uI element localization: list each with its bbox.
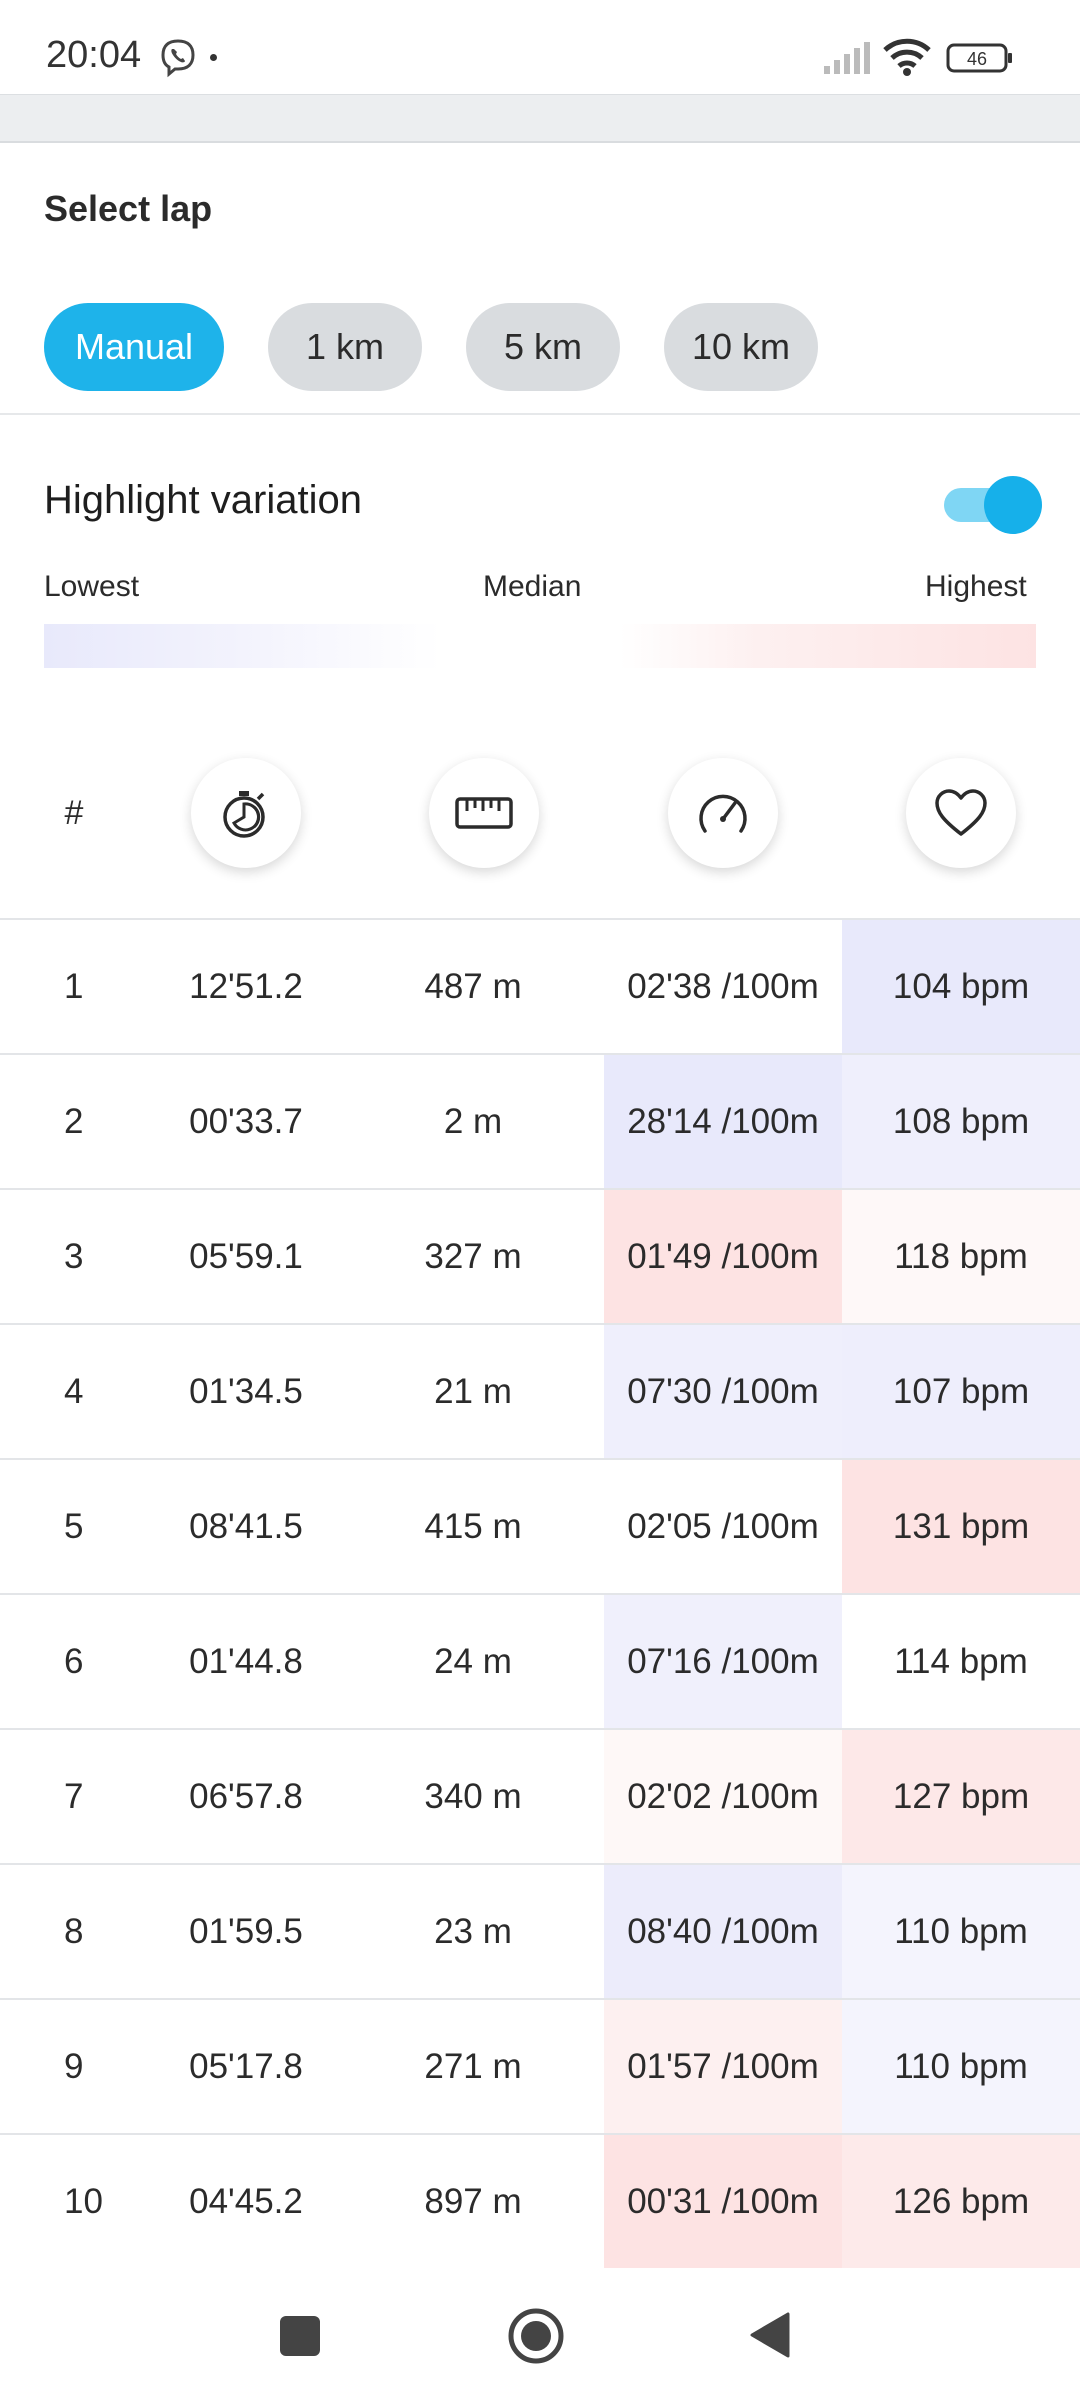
table-row: 9 05'17.8 271 m 01'57 /100m 110 bpm: [0, 2000, 1080, 2135]
lap-distance-cell: 340 m: [424, 1776, 522, 1816]
lap-duration-cell: 01'59.5: [189, 1911, 303, 1951]
lap-number-cell: 6: [64, 1641, 84, 1681]
lap-heart-rate-cell: 127 bpm: [842, 1730, 1080, 1863]
column-header-duration[interactable]: [191, 758, 301, 868]
stopwatch-icon: [223, 791, 265, 838]
toggle-knob: [984, 476, 1042, 534]
lap-pace-cell: 28'14 /100m: [604, 1055, 842, 1188]
system-nav-bar: [0, 2268, 1080, 2400]
battery-level: 46: [967, 49, 987, 69]
select-lap-title: Select lap: [44, 188, 213, 229]
signal-icon: [824, 42, 870, 74]
column-header-heart-rate[interactable]: [906, 758, 1016, 868]
legend-lowest: Lowest: [44, 570, 140, 603]
header-separator-band: [0, 94, 1080, 143]
lap-duration-cell: 05'17.8: [189, 2046, 303, 2086]
ruler-icon: [455, 797, 513, 829]
lap-number-cell: 1: [64, 966, 84, 1006]
table-row: 10 04'45.2 897 m 00'31 /100m 126 bpm: [0, 2135, 1080, 2270]
lap-duration-cell: 08'41.5: [189, 1506, 303, 1546]
table-row: 1 12'51.2 487 m 02'38 /100m 104 bpm: [0, 920, 1080, 1055]
table-row: 6 01'44.8 24 m 07'16 /100m 114 bpm: [0, 1595, 1080, 1730]
lap-pace-cell: 01'57 /100m: [604, 2000, 842, 2133]
lap-number-cell: 9: [64, 2046, 84, 2086]
table-row: 5 08'41.5 415 m 02'05 /100m 131 bpm: [0, 1460, 1080, 1595]
column-header-pace[interactable]: [668, 758, 778, 868]
lap-heart-rate-cell: 126 bpm: [842, 2135, 1080, 2268]
lap-heart-rate-cell: 110 bpm: [842, 1865, 1080, 1998]
column-header-number: #: [64, 794, 83, 832]
lap-distance-cell: 271 m: [424, 2046, 522, 2086]
lap-pace-cell: 07'16 /100m: [604, 1595, 842, 1728]
back-button[interactable]: [748, 2310, 792, 2360]
notification-dot: [210, 54, 217, 61]
lap-distance-cell: 415 m: [424, 1506, 522, 1546]
lap-distance-cell: 2 m: [443, 1101, 503, 1141]
table-row: 3 05'59.1 327 m 01'49 /100m 118 bpm: [0, 1190, 1080, 1325]
column-header-distance[interactable]: [429, 758, 539, 868]
variation-gradient-bar: [44, 624, 1036, 668]
lap-distance-cell: 897 m: [424, 2181, 522, 2221]
lap-distance-cell: 487 m: [424, 966, 522, 1006]
lap-duration-cell: 06'57.8: [189, 1776, 303, 1816]
lap-pace-cell: 00'31 /100m: [604, 2135, 842, 2268]
lap-heart-rate-cell: 110 bpm: [842, 2000, 1080, 2133]
lap-number-cell: 2: [64, 1101, 84, 1141]
lap-pace-cell: 07'30 /100m: [604, 1325, 842, 1458]
lap-duration-cell: 01'34.5: [189, 1371, 303, 1411]
viber-icon: [161, 39, 195, 78]
lap-heart-rate-cell: 114 bpm: [842, 1595, 1080, 1728]
lap-pace-cell: 08'40 /100m: [604, 1865, 842, 1998]
section-divider: [0, 413, 1080, 415]
lap-heart-rate-cell: 131 bpm: [842, 1460, 1080, 1593]
lap-number-cell: 10: [64, 2181, 103, 2221]
chip-5km[interactable]: 5 km: [466, 303, 620, 391]
lap-number-cell: 7: [64, 1776, 84, 1816]
status-bar: 20:04 46: [0, 0, 1080, 94]
lap-distance-cell: 21 m: [434, 1371, 512, 1411]
lap-number-cell: 3: [64, 1236, 84, 1276]
status-time: 20:04: [46, 34, 142, 76]
lap-duration-cell: 12'51.2: [189, 966, 303, 1006]
recent-apps-button[interactable]: [280, 2316, 320, 2356]
lap-pace-cell: 02'38 /100m: [604, 920, 842, 1053]
lap-heart-rate-cell: 108 bpm: [842, 1055, 1080, 1188]
lap-duration-cell: 04'45.2: [189, 2181, 303, 2221]
heart-icon: [935, 789, 987, 836]
lap-duration-cell: 00'33.7: [189, 1101, 303, 1141]
lap-number-cell: 5: [64, 1506, 84, 1546]
legend-median: Median: [483, 570, 582, 603]
lap-duration-cell: 05'59.1: [189, 1236, 303, 1276]
lap-distance-cell: 23 m: [434, 1911, 512, 1951]
chip-1km[interactable]: 1 km: [268, 303, 422, 391]
lap-chips: Manual 1 km 5 km 10 km: [44, 303, 862, 391]
highlight-variation-toggle[interactable]: [944, 474, 1042, 534]
lap-pace-cell: 02'02 /100m: [604, 1730, 842, 1863]
legend-highest: Highest: [925, 570, 1027, 603]
lap-distance-cell: 327 m: [424, 1236, 522, 1276]
lap-pace-cell: 01'49 /100m: [604, 1190, 842, 1323]
table-row: 8 01'59.5 23 m 08'40 /100m 110 bpm: [0, 1865, 1080, 2000]
lap-distance-cell: 24 m: [434, 1641, 512, 1681]
lap-number-cell: 8: [64, 1911, 84, 1951]
lap-heart-rate-cell: 104 bpm: [842, 920, 1080, 1053]
battery-icon: 46: [946, 42, 1014, 74]
chip-manual[interactable]: Manual: [44, 303, 224, 391]
highlight-variation-label: Highlight variation: [44, 478, 362, 522]
lap-heart-rate-cell: 107 bpm: [842, 1325, 1080, 1458]
wifi-icon: [883, 38, 931, 76]
lap-table: 1 12'51.2 487 m 02'38 /100m 104 bpm 2 00'33.7 2…: [0, 918, 1080, 2270]
table-row: 7 06'57.8 340 m 02'02 /100m 127 bpm: [0, 1730, 1080, 1865]
lap-pace-cell: 02'05 /100m: [604, 1460, 842, 1593]
table-row: 4 01'34.5 21 m 07'30 /100m 107 bpm: [0, 1325, 1080, 1460]
lap-duration-cell: 01'44.8: [189, 1641, 303, 1681]
lap-heart-rate-cell: 118 bpm: [842, 1190, 1080, 1323]
chip-10km[interactable]: 10 km: [664, 303, 818, 391]
home-button[interactable]: [506, 2306, 566, 2366]
lap-number-cell: 4: [64, 1371, 84, 1411]
table-row: 2 00'33.7 2 m 28'14 /100m 108 bpm: [0, 1055, 1080, 1190]
speedometer-icon: [699, 794, 747, 833]
